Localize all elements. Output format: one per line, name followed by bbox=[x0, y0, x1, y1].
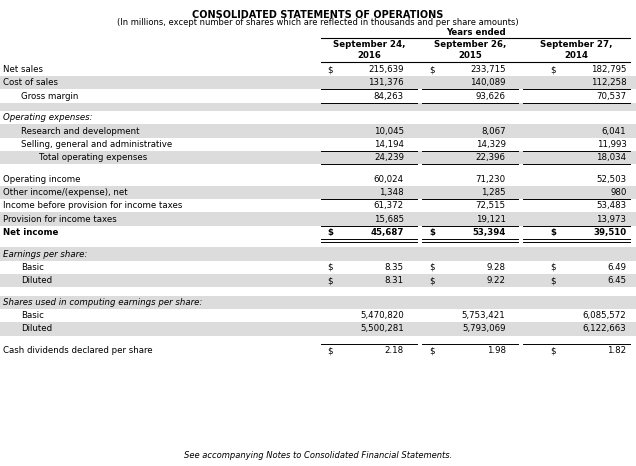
Text: Earnings per share:: Earnings per share: bbox=[3, 250, 87, 259]
Text: 5,470,820: 5,470,820 bbox=[360, 311, 404, 320]
Text: CONSOLIDATED STATEMENTS OF OPERATIONS: CONSOLIDATED STATEMENTS OF OPERATIONS bbox=[192, 10, 444, 20]
Text: 24,239: 24,239 bbox=[374, 153, 404, 162]
Text: $: $ bbox=[328, 65, 333, 74]
Text: Cash dividends declared per share: Cash dividends declared per share bbox=[3, 346, 153, 355]
Text: 53,483: 53,483 bbox=[597, 201, 626, 210]
Text: $: $ bbox=[328, 346, 333, 355]
Text: 70,537: 70,537 bbox=[597, 92, 626, 101]
Text: Total operating expenses: Total operating expenses bbox=[39, 153, 147, 162]
Text: 39,510: 39,510 bbox=[593, 228, 626, 237]
Text: 45,687: 45,687 bbox=[370, 228, 404, 237]
Bar bbox=[0, 151, 636, 164]
Text: 182,795: 182,795 bbox=[591, 65, 626, 74]
Text: September 26,
2015: September 26, 2015 bbox=[434, 40, 506, 60]
Text: 11,993: 11,993 bbox=[597, 140, 626, 149]
Text: 233,715: 233,715 bbox=[470, 65, 506, 74]
Text: $: $ bbox=[550, 263, 556, 272]
Text: 1,285: 1,285 bbox=[481, 188, 506, 197]
Text: (In millions, except number of shares which are reflected in thousands and per s: (In millions, except number of shares wh… bbox=[117, 18, 519, 27]
Text: 6,085,572: 6,085,572 bbox=[583, 311, 626, 320]
Bar bbox=[0, 274, 636, 287]
Text: 6.49: 6.49 bbox=[607, 263, 626, 272]
Bar bbox=[0, 247, 636, 260]
Text: Net income: Net income bbox=[3, 228, 59, 237]
Text: $: $ bbox=[429, 65, 435, 74]
Text: $: $ bbox=[429, 263, 435, 272]
Text: 71,230: 71,230 bbox=[476, 175, 506, 184]
Text: 61,372: 61,372 bbox=[374, 201, 404, 210]
Text: $: $ bbox=[550, 65, 556, 74]
Text: Selling, general and administrative: Selling, general and administrative bbox=[21, 140, 172, 149]
Text: 9.28: 9.28 bbox=[487, 263, 506, 272]
Text: Years ended: Years ended bbox=[446, 28, 506, 37]
Text: Other income/(expense), net: Other income/(expense), net bbox=[3, 188, 128, 197]
Bar bbox=[0, 76, 636, 89]
Text: 215,639: 215,639 bbox=[368, 65, 404, 74]
Text: $: $ bbox=[429, 276, 435, 285]
Bar bbox=[0, 212, 636, 226]
Bar bbox=[0, 322, 636, 336]
Text: 5,793,069: 5,793,069 bbox=[462, 324, 506, 333]
Text: 53,394: 53,394 bbox=[473, 228, 506, 237]
Text: 140,089: 140,089 bbox=[470, 78, 506, 87]
Text: Cost of sales: Cost of sales bbox=[3, 78, 58, 87]
Text: 112,258: 112,258 bbox=[591, 78, 626, 87]
Text: 18,034: 18,034 bbox=[597, 153, 626, 162]
Text: September 27,
2014: September 27, 2014 bbox=[540, 40, 612, 60]
Text: 6.45: 6.45 bbox=[607, 276, 626, 285]
Text: $: $ bbox=[429, 228, 435, 237]
Bar bbox=[0, 124, 636, 138]
Bar bbox=[0, 103, 636, 111]
Text: Diluted: Diluted bbox=[21, 324, 52, 333]
Text: See accompanying Notes to Consolidated Financial Statements.: See accompanying Notes to Consolidated F… bbox=[184, 452, 452, 460]
Text: $: $ bbox=[550, 228, 556, 237]
Text: 14,329: 14,329 bbox=[476, 140, 506, 149]
Text: Diluted: Diluted bbox=[21, 276, 52, 285]
Text: Operating income: Operating income bbox=[3, 175, 81, 184]
Text: Basic: Basic bbox=[21, 263, 44, 272]
Text: 1.82: 1.82 bbox=[607, 346, 626, 355]
Text: 131,376: 131,376 bbox=[368, 78, 404, 87]
Text: 52,503: 52,503 bbox=[597, 175, 626, 184]
Text: 19,121: 19,121 bbox=[476, 215, 506, 224]
Text: 2.18: 2.18 bbox=[385, 346, 404, 355]
Text: $: $ bbox=[328, 263, 333, 272]
Text: 8,067: 8,067 bbox=[481, 127, 506, 136]
Bar bbox=[0, 186, 636, 199]
Text: Basic: Basic bbox=[21, 311, 44, 320]
Text: 5,753,421: 5,753,421 bbox=[462, 311, 506, 320]
Text: 1,348: 1,348 bbox=[379, 188, 404, 197]
Text: 93,626: 93,626 bbox=[476, 92, 506, 101]
Text: 60,024: 60,024 bbox=[374, 175, 404, 184]
Text: $: $ bbox=[328, 276, 333, 285]
Text: Research and development: Research and development bbox=[21, 127, 139, 136]
Text: 84,263: 84,263 bbox=[374, 92, 404, 101]
Text: 6,041: 6,041 bbox=[602, 127, 626, 136]
Text: September 24,
2016: September 24, 2016 bbox=[333, 40, 405, 60]
Text: $: $ bbox=[429, 346, 435, 355]
Text: 8.35: 8.35 bbox=[385, 263, 404, 272]
Text: 1.98: 1.98 bbox=[487, 346, 506, 355]
Text: 14,194: 14,194 bbox=[374, 140, 404, 149]
Text: 9.22: 9.22 bbox=[487, 276, 506, 285]
Text: 72,515: 72,515 bbox=[476, 201, 506, 210]
Text: Income before provision for income taxes: Income before provision for income taxes bbox=[3, 201, 183, 210]
Text: 13,973: 13,973 bbox=[597, 215, 626, 224]
Text: $: $ bbox=[328, 228, 333, 237]
Text: 15,685: 15,685 bbox=[374, 215, 404, 224]
Text: 980: 980 bbox=[610, 188, 626, 197]
Text: 5,500,281: 5,500,281 bbox=[360, 324, 404, 333]
Text: Shares used in computing earnings per share:: Shares used in computing earnings per sh… bbox=[3, 298, 202, 307]
Text: $: $ bbox=[550, 346, 556, 355]
Text: Operating expenses:: Operating expenses: bbox=[3, 113, 93, 122]
Text: Net sales: Net sales bbox=[3, 65, 43, 74]
Text: 22,396: 22,396 bbox=[476, 153, 506, 162]
Text: 8.31: 8.31 bbox=[385, 276, 404, 285]
Bar bbox=[0, 296, 636, 309]
Text: Provision for income taxes: Provision for income taxes bbox=[3, 215, 117, 224]
Text: 10,045: 10,045 bbox=[374, 127, 404, 136]
Text: $: $ bbox=[550, 276, 556, 285]
Text: Gross margin: Gross margin bbox=[21, 92, 78, 101]
Text: 6,122,663: 6,122,663 bbox=[583, 324, 626, 333]
